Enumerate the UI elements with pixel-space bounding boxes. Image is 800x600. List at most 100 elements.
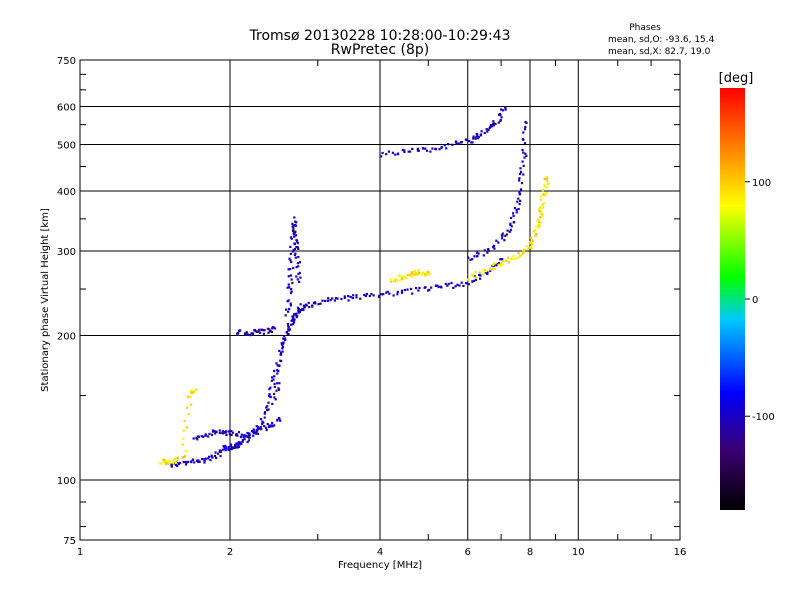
data-point <box>400 275 403 278</box>
data-point <box>295 246 298 249</box>
data-point <box>204 434 207 437</box>
data-point <box>184 450 187 453</box>
data-point <box>174 457 177 461</box>
data-point <box>236 443 239 446</box>
data-point <box>537 226 540 229</box>
data-point <box>273 327 277 330</box>
data-point <box>263 329 266 332</box>
data-point <box>340 297 343 301</box>
data-point <box>292 249 295 252</box>
data-point <box>523 142 527 145</box>
data-point <box>355 296 358 299</box>
data-point <box>519 172 522 176</box>
data-point <box>489 269 492 272</box>
data-point <box>492 244 495 247</box>
data-point <box>396 293 399 296</box>
data-point <box>431 147 434 150</box>
data-point <box>420 273 423 276</box>
data-point <box>423 273 427 276</box>
data-point <box>248 433 251 436</box>
data-point <box>421 147 425 150</box>
data-point <box>275 362 278 365</box>
data-point <box>261 423 264 426</box>
data-point <box>191 391 194 394</box>
data-point <box>255 428 258 432</box>
chart-title: Tromsø 20130228 10:28:00-10:29:43 <box>249 28 511 44</box>
data-point <box>418 271 421 274</box>
data-point <box>190 460 193 463</box>
data-point <box>201 458 204 461</box>
data-point <box>292 231 296 234</box>
data-point <box>266 405 269 408</box>
data-point <box>290 237 293 240</box>
data-point <box>227 430 230 433</box>
data-point <box>272 392 276 396</box>
data-point <box>465 282 468 285</box>
data-point <box>513 207 517 210</box>
data-point <box>452 286 455 289</box>
data-point <box>534 235 537 238</box>
data-point <box>281 345 284 348</box>
data-point <box>266 409 269 412</box>
data-point <box>475 132 478 135</box>
data-point <box>288 286 291 289</box>
data-point <box>194 388 197 391</box>
data-point <box>287 299 290 302</box>
data-point <box>409 273 412 276</box>
data-point <box>470 141 473 144</box>
data-point <box>539 195 542 198</box>
data-point <box>417 289 420 292</box>
data-point <box>269 395 272 398</box>
data-point <box>204 433 207 436</box>
data-point <box>297 309 300 312</box>
data-point <box>188 395 191 399</box>
data-point <box>162 460 165 463</box>
data-point <box>421 271 425 274</box>
data-point <box>307 301 310 304</box>
data-point <box>365 292 369 296</box>
data-point <box>254 330 257 333</box>
data-point <box>271 402 274 405</box>
data-point <box>512 221 515 224</box>
data-point <box>237 445 241 448</box>
data-point <box>343 296 346 299</box>
data-point <box>429 150 432 153</box>
data-point <box>290 260 293 264</box>
data-point <box>234 446 237 449</box>
data-point <box>252 428 255 431</box>
data-point <box>273 369 276 372</box>
data-point <box>400 291 404 294</box>
data-point <box>437 285 440 289</box>
data-point <box>515 211 518 214</box>
data-point <box>541 214 544 218</box>
data-point <box>231 431 234 434</box>
data-point <box>211 456 214 459</box>
data-point <box>281 350 284 353</box>
data-point <box>392 294 395 297</box>
x-tick-label: 2 <box>227 547 233 558</box>
data-point <box>407 273 410 277</box>
data-point <box>212 429 215 432</box>
colorbar-tick-label: 100 <box>752 178 771 189</box>
data-point <box>224 444 227 447</box>
data-point <box>276 369 279 372</box>
data-point <box>244 434 247 437</box>
data-points <box>158 106 550 468</box>
data-point <box>532 230 535 233</box>
data-point <box>336 297 339 300</box>
data-point <box>508 230 511 233</box>
data-point <box>473 275 476 278</box>
data-point <box>402 275 405 278</box>
data-point <box>538 207 541 211</box>
data-point <box>203 459 206 462</box>
data-point <box>293 235 296 238</box>
y-axis-label: Stationary phase Virtual Height [km] <box>40 208 51 392</box>
data-point <box>276 382 279 385</box>
data-point <box>506 229 509 232</box>
data-point <box>289 259 292 262</box>
data-point <box>239 329 242 332</box>
data-point <box>513 257 517 261</box>
data-point <box>510 225 513 228</box>
data-point <box>279 359 282 362</box>
data-point <box>460 141 463 144</box>
